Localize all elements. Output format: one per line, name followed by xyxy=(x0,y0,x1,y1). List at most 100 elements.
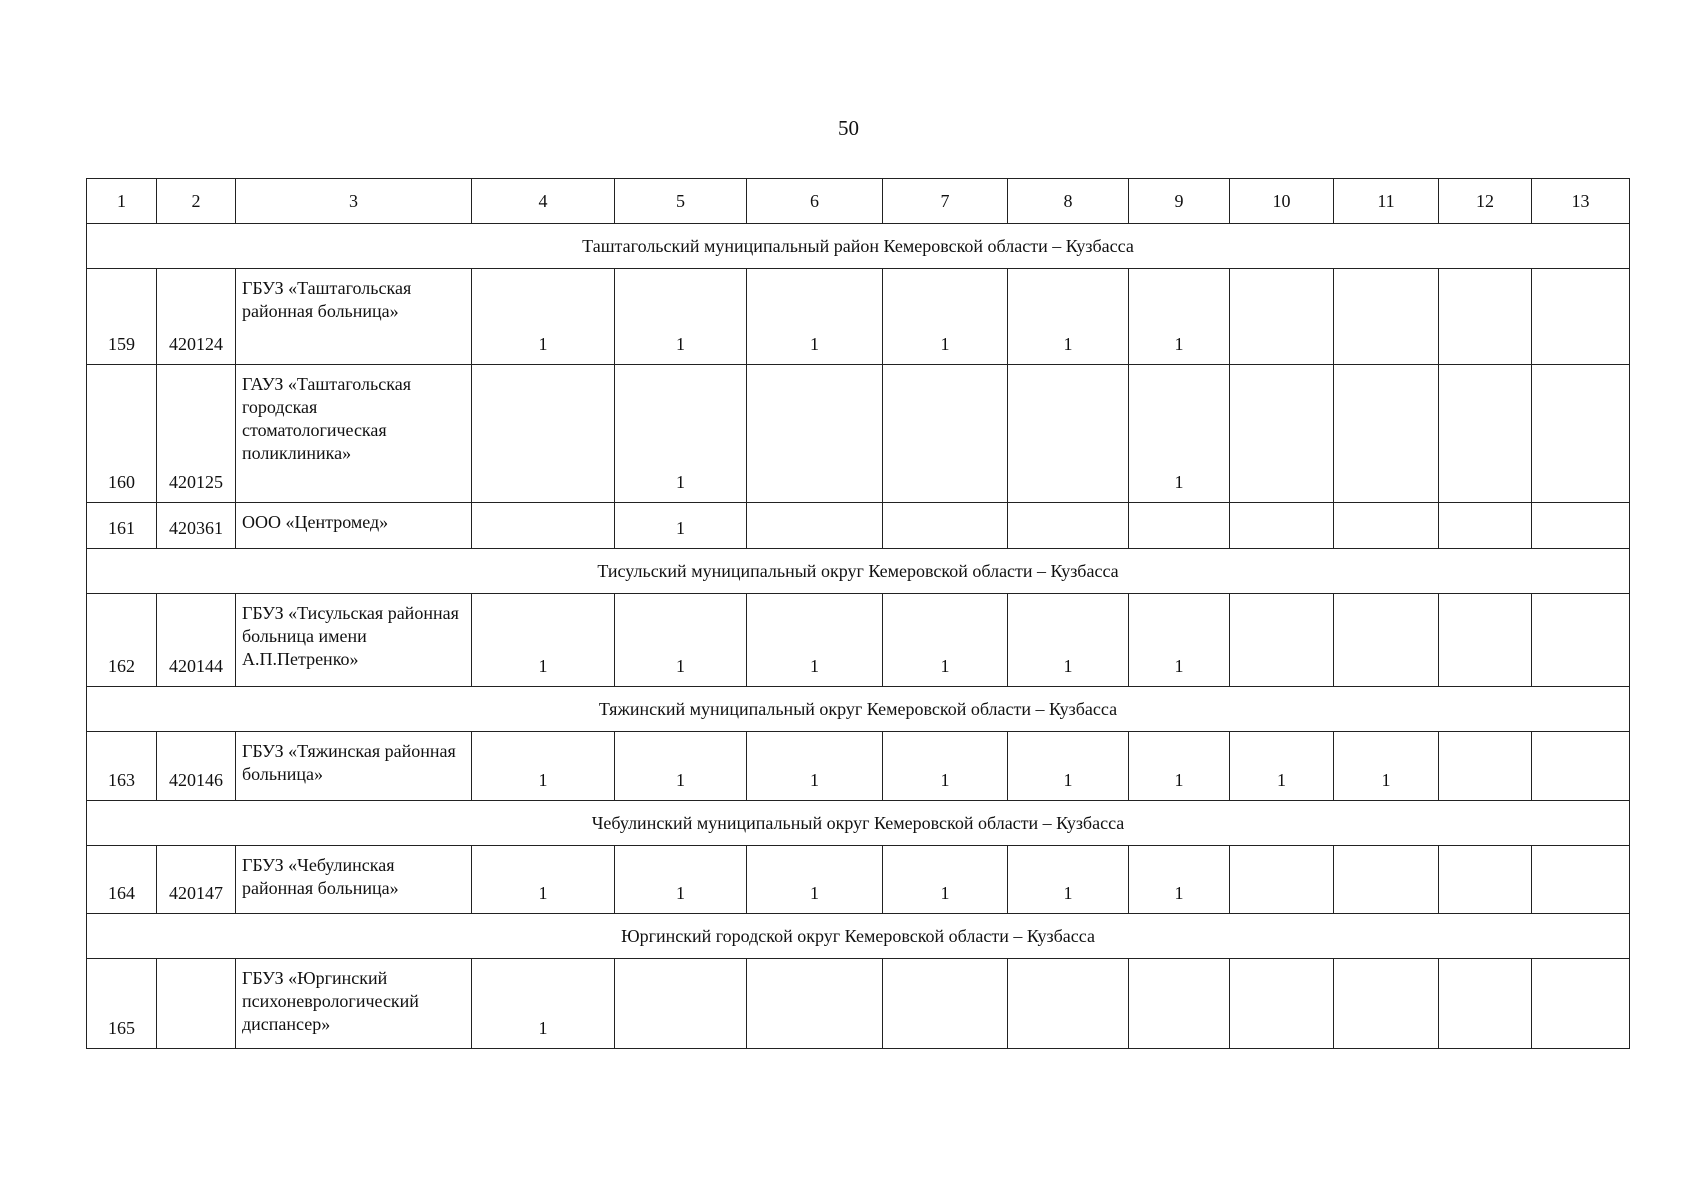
section-row: Таштагольский муниципальный район Кемеро… xyxy=(86,223,1630,269)
column-header: 1 xyxy=(86,178,157,224)
row-number: 164 xyxy=(86,845,157,914)
table-row: 160 420125 ГАУЗ «Таштагольская городская с… xyxy=(86,364,1630,503)
value-cell xyxy=(1531,731,1630,801)
column-header: 3 xyxy=(235,178,472,224)
value-cell: 1 xyxy=(1128,268,1230,365)
table-row: 161 420361 ООО «Центромед» 1 xyxy=(86,502,1630,549)
column-header: 11 xyxy=(1333,178,1439,224)
value-cell xyxy=(1229,845,1334,914)
column-header: 5 xyxy=(614,178,747,224)
value-cell xyxy=(1229,268,1334,365)
section-row: Тисульский муниципальный округ Кемеровск… xyxy=(86,548,1630,594)
value-cell xyxy=(746,364,883,503)
value-cell xyxy=(1229,502,1334,549)
row-number: 162 xyxy=(86,593,157,687)
value-cell xyxy=(1229,593,1334,687)
value-cell xyxy=(1007,502,1129,549)
value-cell: 1 xyxy=(471,845,615,914)
value-cell xyxy=(1229,958,1334,1049)
column-header: 6 xyxy=(746,178,883,224)
value-cell: 1 xyxy=(1007,268,1129,365)
value-cell: 1 xyxy=(1333,731,1439,801)
value-cell xyxy=(471,364,615,503)
section-title: Тисульский муниципальный округ Кемеровск… xyxy=(86,548,1630,594)
value-cell: 1 xyxy=(1007,731,1129,801)
value-cell: 1 xyxy=(614,731,747,801)
value-cell xyxy=(1531,593,1630,687)
org-code: 420144 xyxy=(156,593,236,687)
table-row: 159 420124 ГБУЗ «Таштагольская районная бо… xyxy=(86,268,1630,365)
value-cell: 1 xyxy=(614,268,747,365)
value-cell xyxy=(1438,364,1532,503)
table-row: 162 420144 ГБУЗ «Тисульская районная больн… xyxy=(86,593,1630,687)
column-header: 10 xyxy=(1229,178,1334,224)
data-table: 1 2 3 4 5 6 7 8 9 10 11 12 13 Таштагольский муниципал… xyxy=(86,178,1630,1049)
value-cell xyxy=(1333,593,1439,687)
value-cell xyxy=(1128,502,1230,549)
org-name: ГБУЗ «Юргинский психоневрологический дис… xyxy=(235,958,472,1049)
value-cell xyxy=(1333,958,1439,1049)
value-cell xyxy=(471,502,615,549)
section-title: Таштагольский муниципальный район Кемеро… xyxy=(86,223,1630,269)
table-row: 163 420146 ГБУЗ «Тяжинская районная больни… xyxy=(86,731,1630,801)
value-cell: 1 xyxy=(746,731,883,801)
value-cell xyxy=(1438,731,1532,801)
value-cell xyxy=(1438,958,1532,1049)
org-code: 420146 xyxy=(156,731,236,801)
value-cell: 1 xyxy=(1007,593,1129,687)
value-cell xyxy=(1531,364,1630,503)
value-cell xyxy=(1438,593,1532,687)
org-code xyxy=(156,958,236,1049)
value-cell: 1 xyxy=(882,731,1008,801)
row-number: 165 xyxy=(86,958,157,1049)
value-cell xyxy=(1531,268,1630,365)
value-cell xyxy=(614,958,747,1049)
value-cell xyxy=(1007,958,1129,1049)
value-cell: 1 xyxy=(882,268,1008,365)
value-cell: 1 xyxy=(1128,731,1230,801)
value-cell xyxy=(1438,502,1532,549)
value-cell xyxy=(1531,502,1630,549)
row-number: 160 xyxy=(86,364,157,503)
row-number: 163 xyxy=(86,731,157,801)
value-cell xyxy=(1128,958,1230,1049)
value-cell xyxy=(1007,364,1129,503)
column-header: 2 xyxy=(156,178,236,224)
section-title: Чебулинский муниципальный округ Кемеровс… xyxy=(86,800,1630,846)
value-cell xyxy=(1333,268,1439,365)
org-name: ГБУЗ «Чебулинская районная больница» xyxy=(235,845,472,914)
table-row: 164 420147 ГБУЗ «Чебулинская районная боль… xyxy=(86,845,1630,914)
org-code: 420147 xyxy=(156,845,236,914)
org-code: 420124 xyxy=(156,268,236,365)
row-number: 159 xyxy=(86,268,157,365)
value-cell: 1 xyxy=(882,845,1008,914)
column-header: 7 xyxy=(882,178,1008,224)
org-name: ГБУЗ «Таштагольская районная больница» xyxy=(235,268,472,365)
value-cell: 1 xyxy=(614,502,747,549)
value-cell: 1 xyxy=(471,268,615,365)
column-header: 13 xyxy=(1531,178,1630,224)
value-cell: 1 xyxy=(1128,593,1230,687)
value-cell: 1 xyxy=(614,845,747,914)
column-header: 12 xyxy=(1438,178,1532,224)
column-header: 4 xyxy=(471,178,615,224)
value-cell: 1 xyxy=(746,593,883,687)
section-row: Тяжинский муниципальный округ Кемеровско… xyxy=(86,686,1630,732)
value-cell xyxy=(882,958,1008,1049)
value-cell xyxy=(882,502,1008,549)
org-name: ООО «Центромед» xyxy=(235,502,472,549)
org-code: 420125 xyxy=(156,364,236,503)
value-cell: 1 xyxy=(746,845,883,914)
value-cell: 1 xyxy=(1128,845,1230,914)
value-cell xyxy=(882,364,1008,503)
value-cell xyxy=(1531,958,1630,1049)
org-name: ГАУЗ «Таштагольская городская стоматолог… xyxy=(235,364,472,503)
value-cell: 1 xyxy=(1007,845,1129,914)
value-cell xyxy=(1438,268,1532,365)
section-title: Юргинский городской округ Кемеровской об… xyxy=(86,913,1630,959)
value-cell xyxy=(1333,364,1439,503)
page-number: 50 xyxy=(838,116,859,140)
section-row: Чебулинский муниципальный округ Кемеровс… xyxy=(86,800,1630,846)
value-cell: 1 xyxy=(1128,364,1230,503)
value-cell xyxy=(1333,845,1439,914)
